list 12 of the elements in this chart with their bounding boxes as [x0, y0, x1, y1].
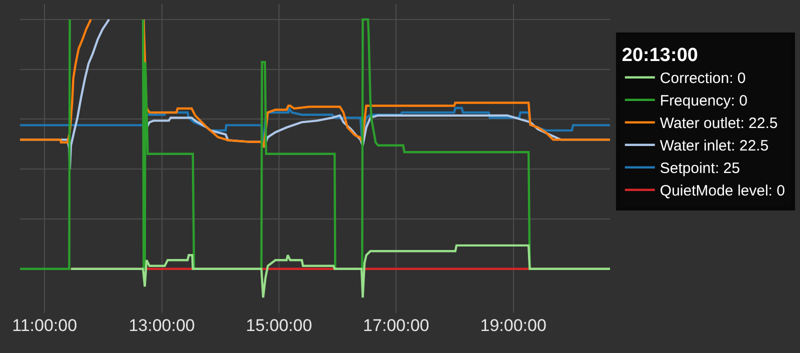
legend-title: 20:13:00	[622, 45, 698, 66]
x-tick-label: 11:00:00	[12, 316, 78, 335]
x-tick-label: 17:00:00	[363, 316, 430, 335]
legend-label: Water inlet: 22.5	[660, 138, 769, 155]
legend-label: Setpoint: 25	[660, 160, 740, 178]
x-tick-label: 13:00:00	[128, 316, 195, 335]
legend-label: Frequency: 0	[660, 92, 748, 110]
legend-label: Water outlet: 22.5	[660, 115, 778, 132]
legend-label: Correction: 0	[660, 70, 746, 88]
x-tick-label: 19:00:00	[480, 316, 546, 335]
x-tick-label: 15:00:00	[246, 316, 312, 335]
legend-label: QuietMode level: 0	[660, 182, 785, 200]
